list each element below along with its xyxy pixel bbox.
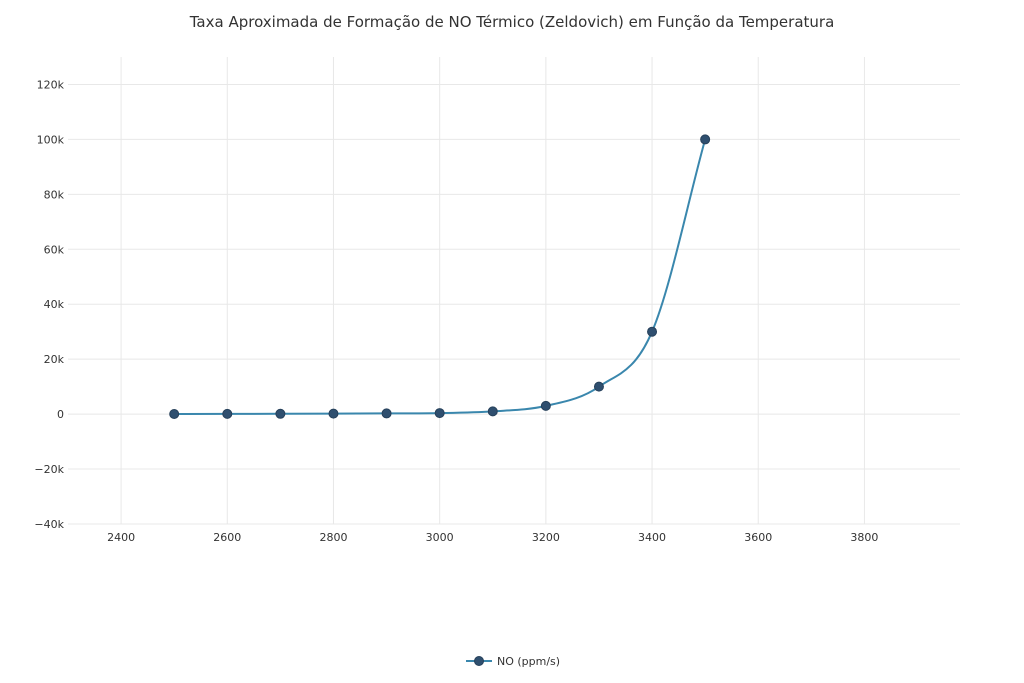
y-tick-label: 60k xyxy=(44,243,65,256)
x-tick-label: 2400 xyxy=(107,531,135,544)
y-tick-label: −40k xyxy=(34,518,64,531)
legend[interactable]: NO (ppm/s) xyxy=(466,655,560,668)
y-tick-label: −20k xyxy=(34,463,64,476)
y-axis: −40k −20k 0 20k 40k 60k 80k 100k 120k xyxy=(34,78,64,531)
data-point[interactable] xyxy=(487,406,498,417)
data-point[interactable] xyxy=(275,408,286,419)
data-point[interactable] xyxy=(434,408,445,419)
x-tick-label: 3000 xyxy=(426,531,454,544)
y-tick-label: 120k xyxy=(37,78,65,91)
data-point[interactable] xyxy=(169,408,180,419)
x-tick-label: 3400 xyxy=(638,531,666,544)
x-tick-label: 2800 xyxy=(319,531,347,544)
x-tick-label: 3600 xyxy=(744,531,772,544)
data-point[interactable] xyxy=(647,326,658,337)
data-points xyxy=(169,134,711,419)
chart-title: Taxa Aproximada de Formação de NO Térmic… xyxy=(189,13,835,31)
data-point[interactable] xyxy=(593,381,604,392)
data-point[interactable] xyxy=(328,408,339,419)
x-tick-label: 3800 xyxy=(850,531,878,544)
y-tick-label: 80k xyxy=(44,188,65,201)
data-point[interactable] xyxy=(222,408,233,419)
x-tick-label: 2600 xyxy=(213,531,241,544)
legend-label: NO (ppm/s) xyxy=(497,655,560,668)
y-tick-label: 0 xyxy=(57,408,64,421)
data-point[interactable] xyxy=(381,408,392,419)
x-tick-label: 3200 xyxy=(532,531,560,544)
grid xyxy=(68,57,960,525)
legend-marker-swatch xyxy=(474,656,484,666)
data-point[interactable] xyxy=(540,400,551,411)
y-tick-label: 20k xyxy=(44,353,65,366)
x-axis: 2400 2600 2800 3000 3200 3400 3600 3800 xyxy=(107,531,878,544)
y-tick-label: 100k xyxy=(37,133,65,146)
y-tick-label: 40k xyxy=(44,298,65,311)
data-point[interactable] xyxy=(700,134,711,145)
